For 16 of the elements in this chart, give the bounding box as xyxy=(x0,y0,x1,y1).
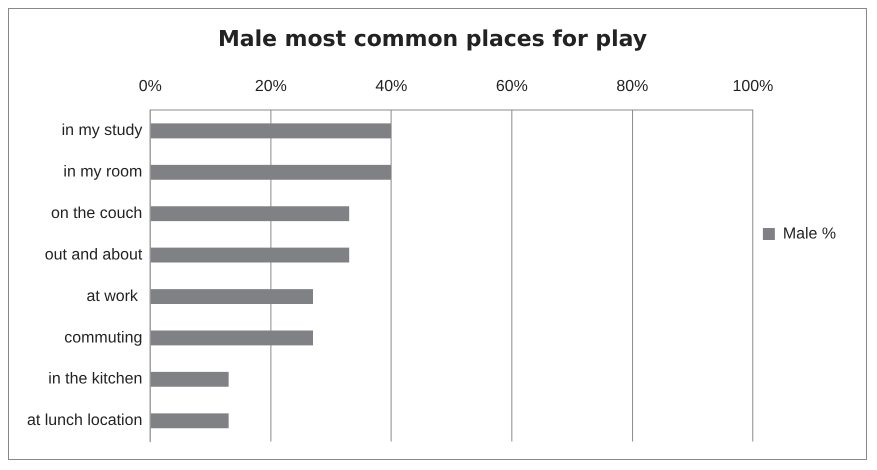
y-tick-label: in the kitchen xyxy=(48,370,142,388)
x-tick-label: 100% xyxy=(732,78,774,96)
x-tick-label: 60% xyxy=(496,78,528,96)
y-tick-label: on the couch xyxy=(50,205,142,222)
y-tick-label: out and about xyxy=(44,246,143,264)
y-tick-label: at work xyxy=(86,288,142,305)
y-tick-label: in my study xyxy=(62,122,142,140)
y-tick-label: in my room xyxy=(63,164,142,181)
chart-title: Male most common places for play xyxy=(218,26,648,52)
x-tick-label: 20% xyxy=(254,78,287,96)
y-tick-label: commuting xyxy=(64,329,142,346)
x-tick-label: 80% xyxy=(616,78,648,96)
x-tick-label: 0% xyxy=(138,78,162,96)
y-tick-label: at lunch location xyxy=(27,412,142,430)
x-tick-label: 40% xyxy=(375,78,408,96)
legend-label: Male % xyxy=(782,225,836,242)
